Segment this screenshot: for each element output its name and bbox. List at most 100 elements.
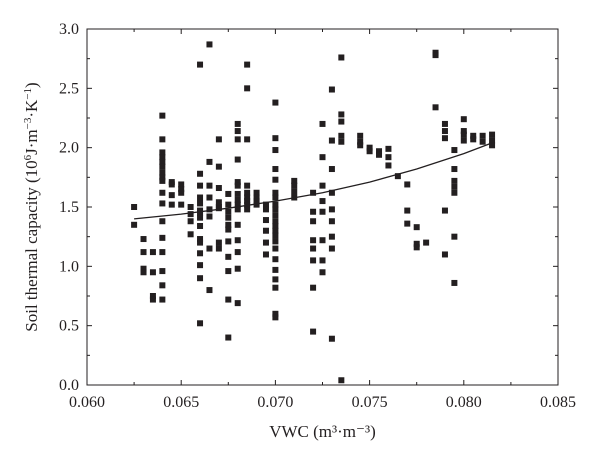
data-point [479, 138, 486, 145]
data-point [460, 137, 467, 144]
data-point [310, 257, 317, 264]
data-point [272, 266, 279, 273]
y-axis-label-superscript: −1 [22, 88, 34, 100]
data-point [197, 320, 204, 327]
data-point [225, 334, 232, 341]
data-point [319, 269, 326, 276]
data-point [168, 181, 175, 188]
data-point [423, 239, 430, 246]
data-point [441, 251, 448, 258]
data-point [140, 249, 147, 256]
data-point [328, 137, 335, 144]
data-point [338, 54, 345, 61]
data-point [310, 208, 317, 215]
data-point [159, 282, 166, 289]
data-point [206, 245, 213, 252]
data-point [187, 218, 194, 225]
data-point [460, 116, 467, 123]
data-point [234, 221, 241, 228]
data-point [206, 194, 213, 201]
data-point [366, 144, 373, 151]
data-point [225, 238, 232, 245]
x-tick-label: 0.070 [257, 394, 293, 411]
data-point [328, 335, 335, 342]
data-point [338, 118, 345, 125]
data-point [234, 300, 241, 307]
data-point [272, 256, 279, 263]
data-point [225, 253, 232, 260]
y-axis-label-part: J·m [22, 129, 41, 155]
data-point [197, 236, 204, 243]
x-tick-label: 0.080 [446, 394, 482, 411]
data-point [357, 138, 364, 145]
data-point [328, 233, 335, 240]
data-point [149, 293, 156, 299]
data-point [451, 147, 458, 154]
plot-frame [86, 28, 559, 386]
data-point [460, 128, 467, 135]
data-point [262, 251, 269, 258]
data-point [272, 189, 279, 196]
data-point [272, 238, 279, 245]
data-point [159, 218, 166, 225]
data-point [159, 268, 166, 275]
data-point [225, 201, 232, 208]
data-point [376, 151, 383, 158]
data-point [159, 154, 166, 161]
data-point [225, 190, 232, 197]
data-point [470, 136, 477, 143]
data-point [234, 201, 241, 208]
data-point [404, 220, 411, 227]
axes: 0.060 0.065 0.070 0.075 0.080 0.085 0.0 0.5 1.0 1… [59, 21, 576, 411]
data-point [272, 314, 279, 321]
y-axis-label-part: Soil thermal capacity (10 [22, 160, 41, 331]
data-point [159, 136, 166, 143]
data-point [234, 120, 241, 127]
data-point [376, 148, 383, 155]
y-tick-label: 0.0 [59, 377, 79, 394]
data-point [272, 284, 279, 291]
y-tick-label: 1.0 [59, 258, 79, 275]
data-point [272, 99, 279, 106]
data-point [149, 296, 156, 303]
data-point [187, 204, 194, 210]
data-point [225, 268, 232, 275]
data-point [262, 201, 269, 208]
data-point [244, 189, 251, 196]
data-point [328, 86, 335, 93]
data-point [413, 244, 420, 251]
y-tick-label: 0.5 [59, 318, 79, 335]
y-axis-label-superscript: 6 [22, 154, 34, 160]
data-point [357, 132, 364, 139]
data-point [262, 227, 269, 234]
data-point [262, 217, 269, 224]
data-point [328, 206, 335, 213]
data-point [234, 156, 241, 163]
data-point [244, 61, 251, 68]
y-axis-label-part: ·K [22, 99, 41, 118]
data-point [451, 233, 458, 240]
data-point [140, 265, 147, 272]
data-point [451, 166, 458, 173]
data-point [197, 182, 204, 189]
data-point [159, 169, 166, 176]
data-point [197, 250, 204, 257]
data-point [197, 209, 204, 216]
data-point [413, 240, 420, 247]
data-point [489, 131, 496, 138]
data-point [319, 182, 326, 189]
data-point [441, 128, 448, 135]
data-point [225, 214, 232, 221]
data-point [149, 249, 156, 256]
trendline [134, 142, 493, 220]
data-point [234, 249, 241, 256]
data-point [319, 154, 326, 161]
data-point [197, 239, 204, 246]
data-point [206, 287, 213, 294]
data-point [441, 135, 448, 142]
data-point [451, 177, 458, 184]
y-tick-label: 2.5 [59, 80, 79, 97]
data-point [272, 276, 279, 283]
data-point [413, 224, 420, 231]
data-point [319, 198, 326, 205]
